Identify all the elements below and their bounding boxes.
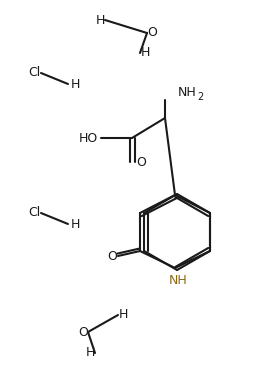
Text: H: H <box>70 217 80 231</box>
Text: H: H <box>85 346 95 360</box>
Text: HO: HO <box>78 132 98 144</box>
Text: O: O <box>147 27 157 39</box>
Text: H: H <box>118 309 128 321</box>
Text: H: H <box>140 46 150 60</box>
Text: NH: NH <box>178 87 197 99</box>
Text: 2: 2 <box>197 92 203 102</box>
Text: Cl: Cl <box>28 207 40 219</box>
Text: H: H <box>70 78 80 90</box>
Text: O: O <box>136 156 146 168</box>
Text: O: O <box>107 249 117 262</box>
Text: NH: NH <box>169 274 187 288</box>
Text: H: H <box>95 13 105 27</box>
Text: Cl: Cl <box>28 66 40 80</box>
Text: O: O <box>78 326 88 339</box>
